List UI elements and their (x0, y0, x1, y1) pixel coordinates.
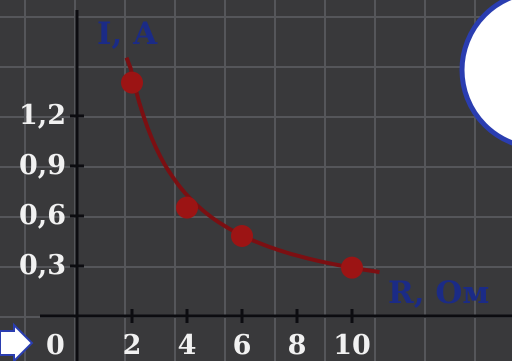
data-point (121, 71, 143, 94)
tick-labels: 2 4 6 8 10 0,3 0,6 0,9 1,2 (19, 100, 371, 361)
origin-label: 0 (46, 330, 65, 361)
data-point (176, 196, 198, 219)
y-tick-label: 0,6 (19, 200, 66, 231)
data-points (121, 71, 363, 279)
data-point (341, 256, 363, 279)
tick-marks (70, 114, 354, 323)
y-tick-label: 0,3 (19, 250, 66, 281)
y-axis-title: I, A (97, 16, 158, 52)
x-tick-label: 10 (333, 330, 371, 361)
x-tick-label: 4 (178, 330, 197, 361)
y-tick-label: 0,9 (19, 150, 66, 181)
axes (40, 10, 512, 361)
data-point (231, 224, 253, 247)
arrow-right-icon (0, 322, 34, 361)
x-axis-title: R, Ом (388, 275, 489, 311)
series-curve (124, 56, 380, 275)
y-tick-label: 1,2 (19, 100, 66, 131)
x-tick-label: 2 (123, 330, 142, 361)
circle-decoration-icon (459, 0, 512, 146)
x-tick-label: 6 (233, 330, 252, 361)
x-tick-label: 8 (288, 330, 307, 361)
